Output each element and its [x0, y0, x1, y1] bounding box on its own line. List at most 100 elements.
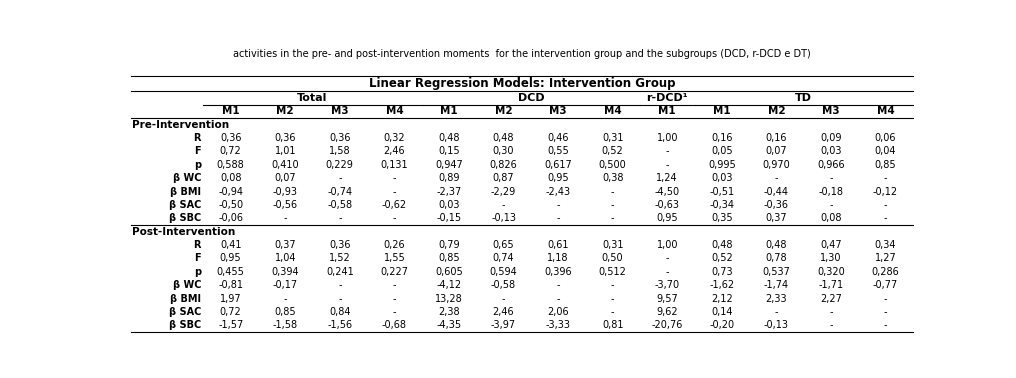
Text: -2,43: -2,43 [546, 187, 571, 197]
Text: β WC: β WC [173, 173, 201, 183]
Text: -: - [884, 321, 887, 330]
Text: -: - [665, 254, 669, 263]
Text: -: - [557, 294, 560, 304]
Text: -: - [829, 200, 833, 210]
Text: 0,31: 0,31 [601, 133, 624, 143]
Text: 0,85: 0,85 [875, 160, 896, 170]
Text: 0,03: 0,03 [438, 200, 459, 210]
Text: 0,48: 0,48 [766, 240, 787, 250]
Text: 0,34: 0,34 [875, 240, 896, 250]
Text: -: - [392, 307, 396, 317]
Text: -1,58: -1,58 [272, 321, 298, 330]
Text: 0,04: 0,04 [875, 147, 896, 156]
Text: -1,71: -1,71 [819, 280, 843, 290]
Text: 0,14: 0,14 [711, 307, 733, 317]
Text: R: R [193, 240, 201, 250]
Text: 0,588: 0,588 [216, 160, 245, 170]
Text: -3,33: -3,33 [546, 321, 571, 330]
Text: β BMI: β BMI [170, 294, 201, 304]
Text: -0,50: -0,50 [218, 200, 243, 210]
Text: 0,36: 0,36 [329, 240, 351, 250]
Text: 1,27: 1,27 [875, 254, 896, 263]
Text: 0,36: 0,36 [274, 133, 296, 143]
Text: 0,537: 0,537 [762, 267, 790, 277]
Text: -: - [611, 187, 615, 197]
Text: 0,512: 0,512 [598, 267, 627, 277]
Text: -0,44: -0,44 [764, 187, 788, 197]
Text: 0,07: 0,07 [274, 173, 296, 183]
Text: β WC: β WC [173, 280, 201, 290]
Text: -: - [665, 267, 669, 277]
Text: -: - [665, 147, 669, 156]
Text: 1,58: 1,58 [329, 147, 351, 156]
Text: 0,30: 0,30 [493, 147, 514, 156]
Text: -2,37: -2,37 [436, 187, 461, 197]
Text: 0,09: 0,09 [820, 133, 841, 143]
Text: -: - [884, 213, 887, 223]
Text: 0,65: 0,65 [493, 240, 514, 250]
Text: -0,63: -0,63 [654, 200, 680, 210]
Text: 1,00: 1,00 [656, 133, 678, 143]
Text: 0,79: 0,79 [438, 240, 460, 250]
Text: 0,52: 0,52 [711, 254, 733, 263]
Text: β BMI: β BMI [170, 187, 201, 197]
Text: -: - [829, 321, 833, 330]
Text: 1,97: 1,97 [219, 294, 242, 304]
Text: 0,455: 0,455 [216, 267, 245, 277]
Text: 0,78: 0,78 [766, 254, 787, 263]
Text: 0,826: 0,826 [490, 160, 517, 170]
Text: -: - [557, 280, 560, 290]
Text: 0,73: 0,73 [711, 267, 733, 277]
Text: 0,48: 0,48 [493, 133, 514, 143]
Text: 2,27: 2,27 [820, 294, 842, 304]
Text: 0,85: 0,85 [274, 307, 296, 317]
Text: -0,13: -0,13 [764, 321, 788, 330]
Text: 0,37: 0,37 [274, 240, 296, 250]
Text: 0,37: 0,37 [766, 213, 787, 223]
Text: 0,36: 0,36 [329, 133, 351, 143]
Text: 0,594: 0,594 [490, 267, 517, 277]
Text: TD: TD [796, 93, 812, 103]
Text: M3: M3 [550, 106, 567, 116]
Text: 1,30: 1,30 [820, 254, 841, 263]
Text: p: p [194, 267, 201, 277]
Text: -0,34: -0,34 [709, 200, 735, 210]
Text: 0,03: 0,03 [820, 147, 841, 156]
Text: -: - [338, 213, 341, 223]
Text: 1,01: 1,01 [274, 147, 296, 156]
Text: 0,84: 0,84 [329, 307, 351, 317]
Text: -: - [611, 280, 615, 290]
Text: 9,62: 9,62 [656, 307, 678, 317]
Text: -: - [557, 213, 560, 223]
Text: -3,70: -3,70 [654, 280, 680, 290]
Text: -0,74: -0,74 [327, 187, 353, 197]
Text: 0,16: 0,16 [766, 133, 787, 143]
Text: 0,38: 0,38 [601, 173, 624, 183]
Text: β SBC: β SBC [169, 213, 201, 223]
Text: M2: M2 [276, 106, 294, 116]
Text: 0,03: 0,03 [711, 173, 733, 183]
Text: 0,394: 0,394 [271, 267, 299, 277]
Text: -0,20: -0,20 [709, 321, 735, 330]
Text: F: F [194, 254, 201, 263]
Text: 0,52: 0,52 [601, 147, 624, 156]
Text: 0,95: 0,95 [219, 254, 242, 263]
Text: -0,81: -0,81 [218, 280, 243, 290]
Text: 0,286: 0,286 [872, 267, 899, 277]
Text: 9,57: 9,57 [656, 294, 678, 304]
Text: β SBC: β SBC [169, 321, 201, 330]
Text: 1,00: 1,00 [656, 240, 678, 250]
Text: 0,35: 0,35 [711, 213, 733, 223]
Text: 0,46: 0,46 [548, 133, 569, 143]
Text: 0,07: 0,07 [766, 147, 787, 156]
Text: 0,15: 0,15 [438, 147, 460, 156]
Text: -0,62: -0,62 [382, 200, 407, 210]
Text: 0,89: 0,89 [438, 173, 459, 183]
Text: 0,970: 0,970 [763, 160, 790, 170]
Text: -: - [502, 200, 505, 210]
Text: 2,38: 2,38 [438, 307, 460, 317]
Text: -: - [884, 307, 887, 317]
Text: 0,87: 0,87 [493, 173, 514, 183]
Text: -: - [829, 173, 833, 183]
Text: 0,320: 0,320 [817, 267, 845, 277]
